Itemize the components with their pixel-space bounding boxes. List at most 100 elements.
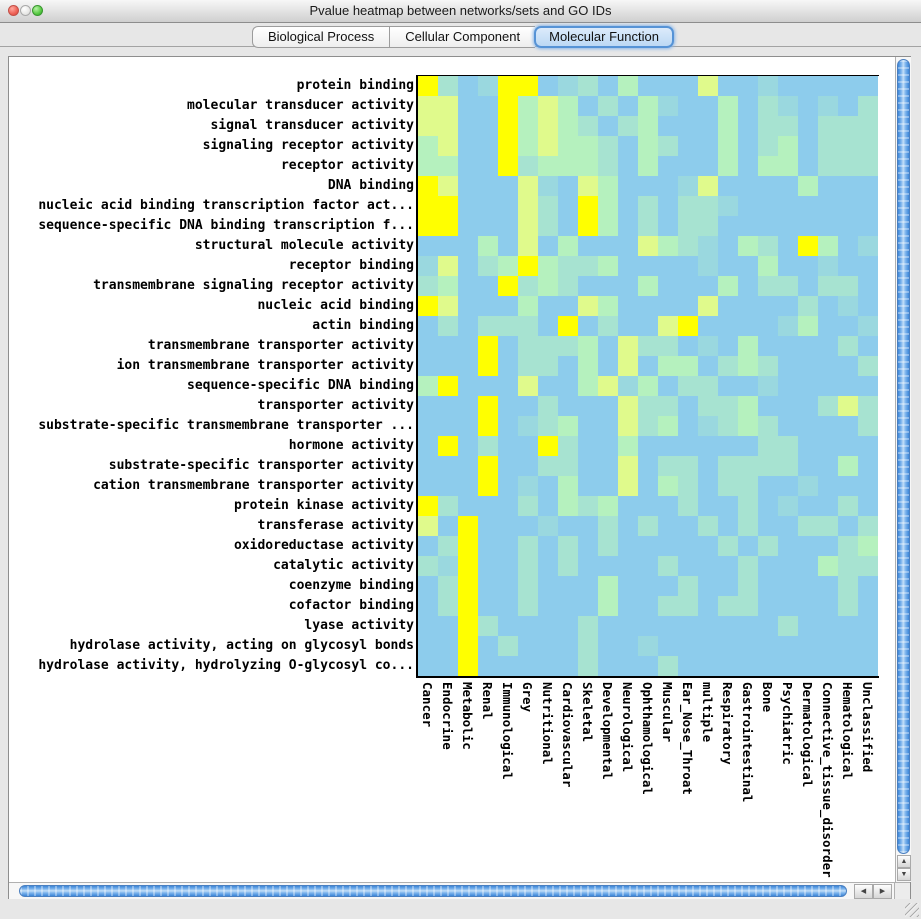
heatmap-cell bbox=[738, 296, 758, 316]
heatmap-row bbox=[418, 396, 878, 416]
heatmap-cell bbox=[698, 536, 718, 556]
scroll-left-icon: ◀ bbox=[860, 888, 867, 895]
heatmap-cell bbox=[458, 396, 478, 416]
heatmap-cell bbox=[798, 176, 818, 196]
row-label: oxidoreductase activity bbox=[233, 538, 414, 553]
heatmap-cell bbox=[838, 256, 858, 276]
heatmap-cell bbox=[438, 216, 458, 236]
heatmap-cell bbox=[638, 656, 658, 676]
heatmap-cell bbox=[638, 256, 658, 276]
heatmap-cell bbox=[698, 496, 718, 516]
heatmap-cell bbox=[438, 136, 458, 156]
heatmap-cell bbox=[818, 536, 838, 556]
heatmap-cell bbox=[598, 436, 618, 456]
heatmap-cell bbox=[738, 96, 758, 116]
heatmap-cell bbox=[558, 256, 578, 276]
heatmap-cell bbox=[658, 76, 678, 96]
heatmap-cell bbox=[638, 516, 658, 536]
heatmap-cell bbox=[698, 116, 718, 136]
heatmap-cell bbox=[518, 156, 538, 176]
heatmap-cell bbox=[458, 76, 478, 96]
heatmap-cell bbox=[838, 156, 858, 176]
resize-grip[interactable] bbox=[905, 903, 919, 917]
heatmap-cell bbox=[798, 416, 818, 436]
heatmap-row bbox=[418, 276, 878, 296]
heatmap-cell bbox=[478, 176, 498, 196]
heatmap-cell bbox=[758, 536, 778, 556]
heatmap-cell bbox=[718, 336, 738, 356]
heatmap-cell bbox=[738, 436, 758, 456]
heatmap-cell bbox=[698, 176, 718, 196]
tab-biological-process[interactable]: Biological Process bbox=[252, 26, 390, 48]
heatmap-cell bbox=[438, 156, 458, 176]
heatmap-cell bbox=[758, 396, 778, 416]
heatmap-cell bbox=[638, 76, 658, 96]
heatmap-cell bbox=[818, 376, 838, 396]
heatmap-cell bbox=[578, 456, 598, 476]
heatmap-cell bbox=[518, 76, 538, 96]
horizontal-scrollbar[interactable]: ◀ ▶ bbox=[9, 882, 894, 899]
heatmap-cell bbox=[638, 276, 658, 296]
heatmap-cell bbox=[518, 336, 538, 356]
heatmap-cell bbox=[478, 116, 498, 136]
minimize-button[interactable] bbox=[20, 5, 31, 16]
heatmap-cell bbox=[558, 516, 578, 536]
heatmap-cell bbox=[458, 316, 478, 336]
heatmap-cell bbox=[598, 536, 618, 556]
heatmap-cell bbox=[858, 416, 878, 436]
scroll-down-button[interactable]: ▼ bbox=[897, 868, 911, 881]
row-label: substrate-specific transporter activity bbox=[108, 458, 414, 473]
vertical-scrollbar-thumb[interactable] bbox=[897, 59, 910, 854]
heatmap-cell bbox=[738, 216, 758, 236]
heatmap-cell bbox=[798, 476, 818, 496]
heatmap-cell bbox=[418, 576, 438, 596]
heatmap-cell bbox=[478, 336, 498, 356]
row-label: nucleic acid binding bbox=[257, 298, 414, 313]
heatmap-cell bbox=[598, 316, 618, 336]
heatmap-cell bbox=[738, 496, 758, 516]
heatmap-cell bbox=[518, 416, 538, 436]
heatmap-cell bbox=[538, 616, 558, 636]
heatmap-cell bbox=[638, 116, 658, 136]
heatmap-cell bbox=[518, 516, 538, 536]
scroll-right-button[interactable]: ▶ bbox=[873, 884, 892, 899]
heatmap-cell bbox=[578, 496, 598, 516]
heatmap-cell bbox=[658, 596, 678, 616]
heatmap-cell bbox=[738, 256, 758, 276]
heatmap-cell bbox=[858, 156, 878, 176]
heatmap-cell bbox=[578, 216, 598, 236]
heatmap-cell bbox=[438, 516, 458, 536]
heatmap-cell bbox=[438, 416, 458, 436]
heatmap-cell bbox=[838, 496, 858, 516]
heatmap-cell bbox=[718, 316, 738, 336]
heatmap-cell bbox=[678, 236, 698, 256]
heatmap-cell bbox=[558, 636, 578, 656]
heatmap-cell bbox=[498, 416, 518, 436]
column-label: Developmental bbox=[600, 682, 615, 780]
horizontal-scrollbar-thumb[interactable] bbox=[19, 885, 847, 897]
close-button[interactable] bbox=[8, 5, 19, 16]
heatmap-cell bbox=[778, 476, 798, 496]
tab-cellular-component[interactable]: Cellular Component bbox=[389, 26, 536, 48]
heatmap-cell bbox=[818, 656, 838, 676]
heatmap-cell bbox=[698, 596, 718, 616]
heatmap-cell bbox=[778, 356, 798, 376]
heatmap-cell bbox=[818, 596, 838, 616]
column-label: Ear_Nose_Throat bbox=[680, 682, 695, 795]
heatmap-cell bbox=[838, 516, 858, 536]
zoom-button[interactable] bbox=[32, 5, 43, 16]
heatmap-cell bbox=[838, 476, 858, 496]
tab-molecular-function[interactable]: Molecular Function bbox=[534, 26, 674, 48]
heatmap-cell bbox=[798, 316, 818, 336]
heatmap-cell bbox=[518, 376, 538, 396]
heatmap-cell bbox=[618, 416, 638, 436]
heatmap-cell bbox=[718, 416, 738, 436]
heatmap-cell bbox=[458, 96, 478, 116]
scroll-left-button[interactable]: ◀ bbox=[854, 884, 873, 899]
scroll-up-button[interactable]: ▲ bbox=[897, 855, 911, 868]
heatmap-cell bbox=[458, 456, 478, 476]
heatmap-cell bbox=[738, 416, 758, 436]
heatmap-cell bbox=[658, 356, 678, 376]
heatmap-cell bbox=[638, 556, 658, 576]
vertical-scrollbar[interactable]: ▲ ▼ bbox=[895, 57, 911, 882]
